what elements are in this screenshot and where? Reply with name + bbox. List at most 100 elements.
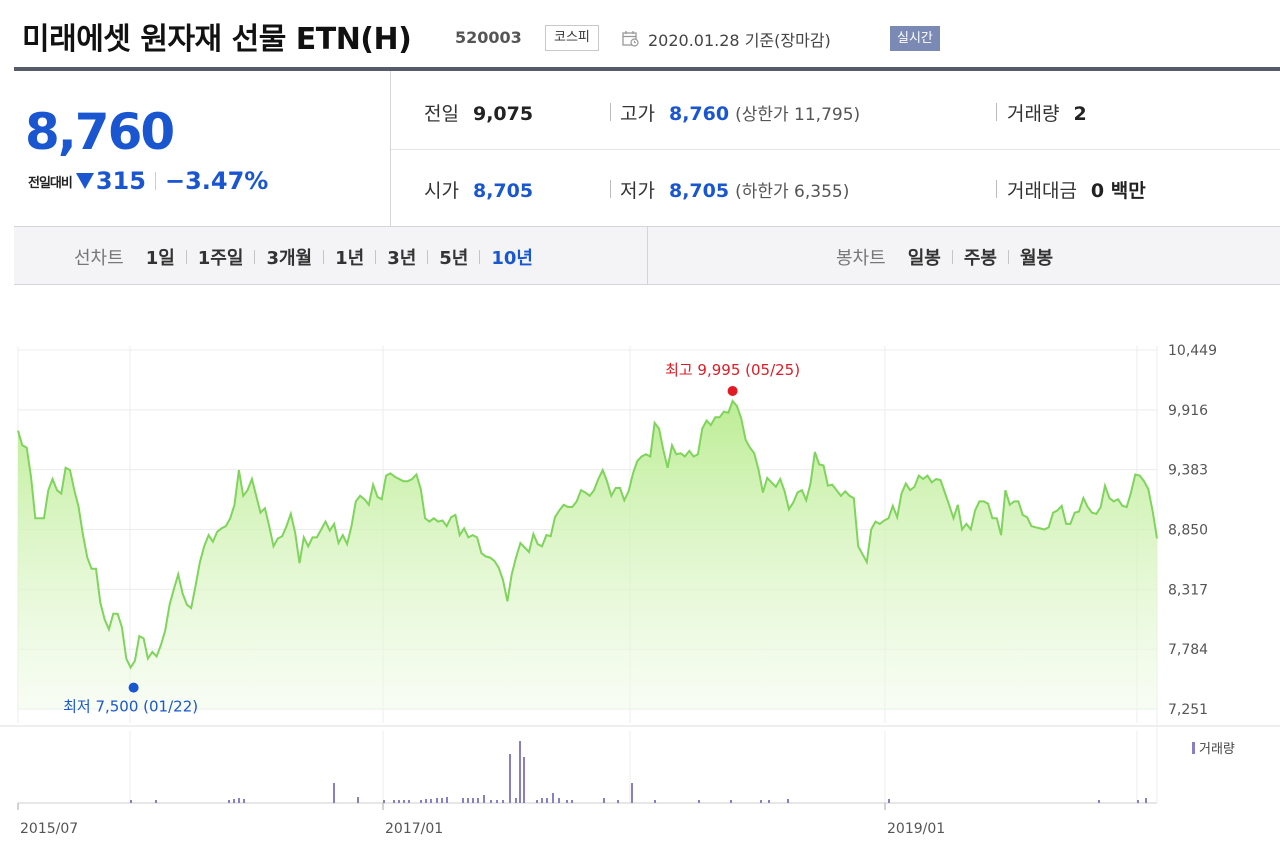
low-marker <box>128 682 139 693</box>
volume-bar <box>546 798 548 803</box>
volume-bar <box>398 800 400 803</box>
volume-bar <box>631 783 633 803</box>
volume-bar <box>420 800 422 803</box>
line-chart-label: 선차트 <box>74 248 124 269</box>
volume-bar <box>566 800 568 803</box>
volume-bar <box>552 793 554 803</box>
volume-bars <box>130 741 1147 803</box>
x-tick-label: 2015/07 <box>20 821 78 837</box>
open-label: 시가 <box>424 180 459 202</box>
realtime-button[interactable]: 실시간 <box>890 26 940 51</box>
volume-bar <box>519 741 521 803</box>
tab-weekly[interactable]: 주봉 <box>963 248 997 269</box>
volume-bar <box>509 754 511 803</box>
y-tick-label: 9,916 <box>1168 403 1208 419</box>
divider <box>951 250 953 264</box>
low-value: 8,705 <box>668 180 730 202</box>
page-header: 미래에셋 원자재 선물 ETN(H) 520003 코스피 2020.01.28… <box>0 0 1280 71</box>
open-value: 8,705 <box>472 180 534 202</box>
divider <box>391 149 1280 150</box>
divider <box>154 172 156 190</box>
volume-bar <box>483 795 485 803</box>
tab-daily[interactable]: 일봉 <box>907 248 941 269</box>
as-of-date: 2020.01.28 기준(장마감) <box>648 31 831 50</box>
high-annotation: 최고 9,995 (05/25) <box>665 361 800 379</box>
change-amount: 315 <box>95 167 146 195</box>
volume-bar <box>425 799 427 803</box>
price-change-row: 전일대비 315 −3.47% <box>28 167 268 195</box>
chart-period-tabs: 선차트 1일 1주일 3개월 1년 3년 5년 10년 봉차트 일봉 주봉 월봉 <box>14 227 1280 285</box>
down-triangle-icon <box>75 173 94 189</box>
volume-bar <box>408 800 410 803</box>
y-tick-label: 10,449 <box>1168 343 1217 359</box>
trade-value-label: 거래대금 <box>1007 180 1077 202</box>
header-divider <box>14 67 1280 71</box>
volume-bar <box>571 800 573 803</box>
divider <box>610 180 611 198</box>
divider <box>375 250 377 264</box>
prev-close-cell: 전일 9,075 <box>424 99 533 126</box>
price-area <box>18 401 1157 709</box>
y-tick-label: 8,317 <box>1168 582 1208 598</box>
volume-bar <box>130 800 132 803</box>
trade-value-value: 0 백만 <box>1090 180 1146 202</box>
tab-monthly[interactable]: 월봉 <box>1019 248 1054 269</box>
volume-bar <box>787 799 789 803</box>
divider <box>185 250 187 264</box>
volume-bar <box>768 800 770 803</box>
volume-bar <box>238 798 240 803</box>
tab-3year[interactable]: 3년 <box>387 248 417 269</box>
x-tick-label: 2019/01 <box>887 821 945 837</box>
volume-legend: 거래량 <box>1199 742 1235 757</box>
volume-bar <box>462 798 464 803</box>
volume-label: 거래량 <box>1007 103 1060 125</box>
current-price: 8,760 <box>25 103 175 161</box>
volume-value: 2 <box>1073 103 1087 125</box>
volume-bar <box>472 798 474 803</box>
volume-bar <box>490 800 492 803</box>
tab-3month[interactable]: 3개월 <box>266 248 313 269</box>
y-tick-label: 8,850 <box>1168 523 1208 539</box>
divider <box>996 180 997 198</box>
y-tick-label: 7,784 <box>1168 642 1208 658</box>
y-tick-label: 9,383 <box>1168 463 1208 479</box>
y-tick-label: 7,251 <box>1168 702 1208 718</box>
volume-bar <box>541 798 543 803</box>
price-stats-panel: 전일 9,075 고가 8,760 (상한가 11,795) 거래량 2 시가 … <box>391 71 1280 227</box>
volume-bar <box>403 800 405 803</box>
page-title: 미래에셋 원자재 선물 ETN(H) <box>22 22 412 57</box>
divider <box>996 103 997 121</box>
low-label: 저가 <box>620 180 655 202</box>
volume-bar <box>730 800 732 803</box>
tab-1year[interactable]: 1년 <box>335 248 365 269</box>
x-axis-labels: 2015/07 2017/01 2019/01 <box>17 803 945 837</box>
volume-legend-swatch <box>1192 742 1195 754</box>
volume-bar <box>155 800 157 803</box>
current-price-panel: 8,760 전일대비 315 −3.47% <box>14 71 391 227</box>
volume-bar <box>430 799 432 803</box>
tab-10year[interactable]: 10년 <box>491 248 533 269</box>
divider <box>1007 250 1009 264</box>
market-badge: 코스피 <box>545 25 599 51</box>
change-percent: −3.47% <box>164 167 269 195</box>
volume-bar <box>1137 800 1139 803</box>
volume-bar <box>515 798 517 803</box>
price-chart: 10,449 9,916 9,383 8,850 8,317 7,784 7,251 201… <box>0 343 1280 837</box>
high-cell: 고가 8,760 (상한가 11,795) <box>620 99 860 126</box>
tab-5year[interactable]: 5년 <box>439 248 469 269</box>
x-tick-label: 2017/01 <box>385 821 443 837</box>
volume-bar <box>654 800 656 803</box>
volume-bar <box>698 800 700 803</box>
calendar-icon <box>622 31 639 47</box>
volume-bar <box>333 783 335 803</box>
divider <box>479 250 481 264</box>
tab-1week[interactable]: 1주일 <box>197 248 244 269</box>
tab-1day[interactable]: 1일 <box>145 248 175 269</box>
line-chart-tabs: 선차트 1일 1주일 3개월 1년 3년 5년 10년 <box>74 244 533 270</box>
volume-bar <box>228 800 230 803</box>
volume-bar <box>1098 800 1100 803</box>
volume-bar <box>446 797 448 803</box>
divider <box>323 250 325 264</box>
volume-bar <box>496 800 498 803</box>
candle-chart-label: 봉차트 <box>836 248 886 269</box>
